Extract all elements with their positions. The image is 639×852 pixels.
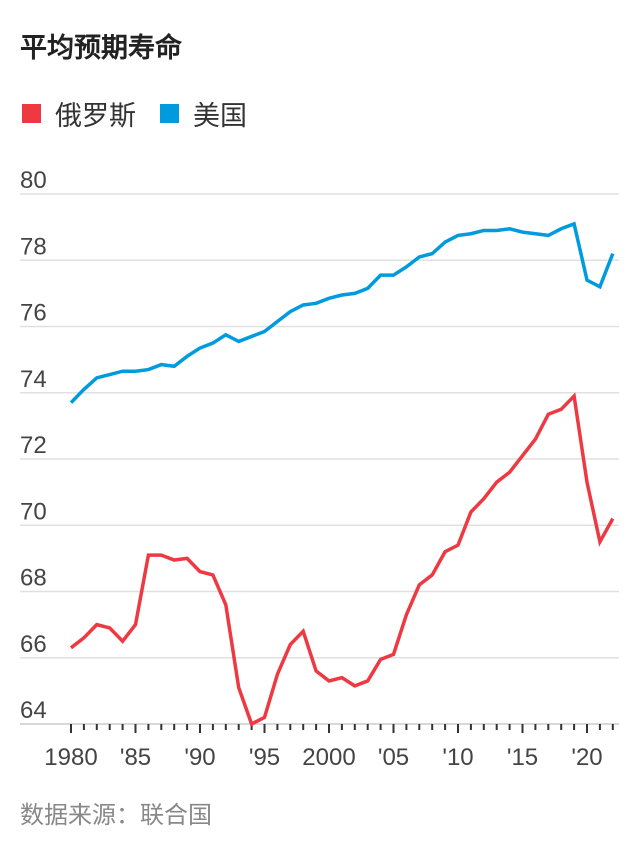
y-tick-label: 72 bbox=[20, 432, 47, 459]
x-tick-label: '20 bbox=[571, 744, 602, 771]
y-tick-label: 64 bbox=[20, 697, 47, 724]
series-line-usa bbox=[69, 221, 615, 404]
x-tick-label: '05 bbox=[378, 744, 409, 771]
y-tick-label: 78 bbox=[20, 233, 47, 260]
chart-title: 平均预期寿命 bbox=[20, 33, 182, 63]
legend-label-usa: 美国 bbox=[193, 101, 247, 131]
series-line-russia bbox=[69, 392, 615, 727]
legend-swatch-russia bbox=[22, 104, 41, 123]
x-tick-label: '85 bbox=[120, 744, 151, 771]
x-tick-label: '95 bbox=[249, 744, 280, 771]
x-tick-label: 1980 bbox=[44, 744, 97, 771]
legend-swatch-usa bbox=[160, 104, 179, 123]
x-tick-label: 2000 bbox=[302, 744, 355, 771]
y-tick-label: 76 bbox=[20, 300, 47, 327]
y-tick-label: 68 bbox=[20, 565, 47, 592]
x-tick-label: '15 bbox=[507, 744, 538, 771]
y-tick-label: 70 bbox=[20, 498, 47, 525]
y-tick-label: 74 bbox=[20, 366, 47, 393]
legend-item-russia: 俄罗斯 bbox=[22, 94, 136, 133]
source-note: 数据来源：联合国 bbox=[20, 802, 212, 829]
x-tick-label: '10 bbox=[442, 744, 473, 771]
y-tick-label: 80 bbox=[20, 167, 47, 194]
legend-item-usa: 美国 bbox=[160, 94, 247, 133]
legend: 俄罗斯 美国 bbox=[22, 94, 271, 133]
legend-label-russia: 俄罗斯 bbox=[55, 101, 136, 131]
y-tick-label: 66 bbox=[20, 631, 47, 658]
x-tick-label: '90 bbox=[184, 744, 215, 771]
